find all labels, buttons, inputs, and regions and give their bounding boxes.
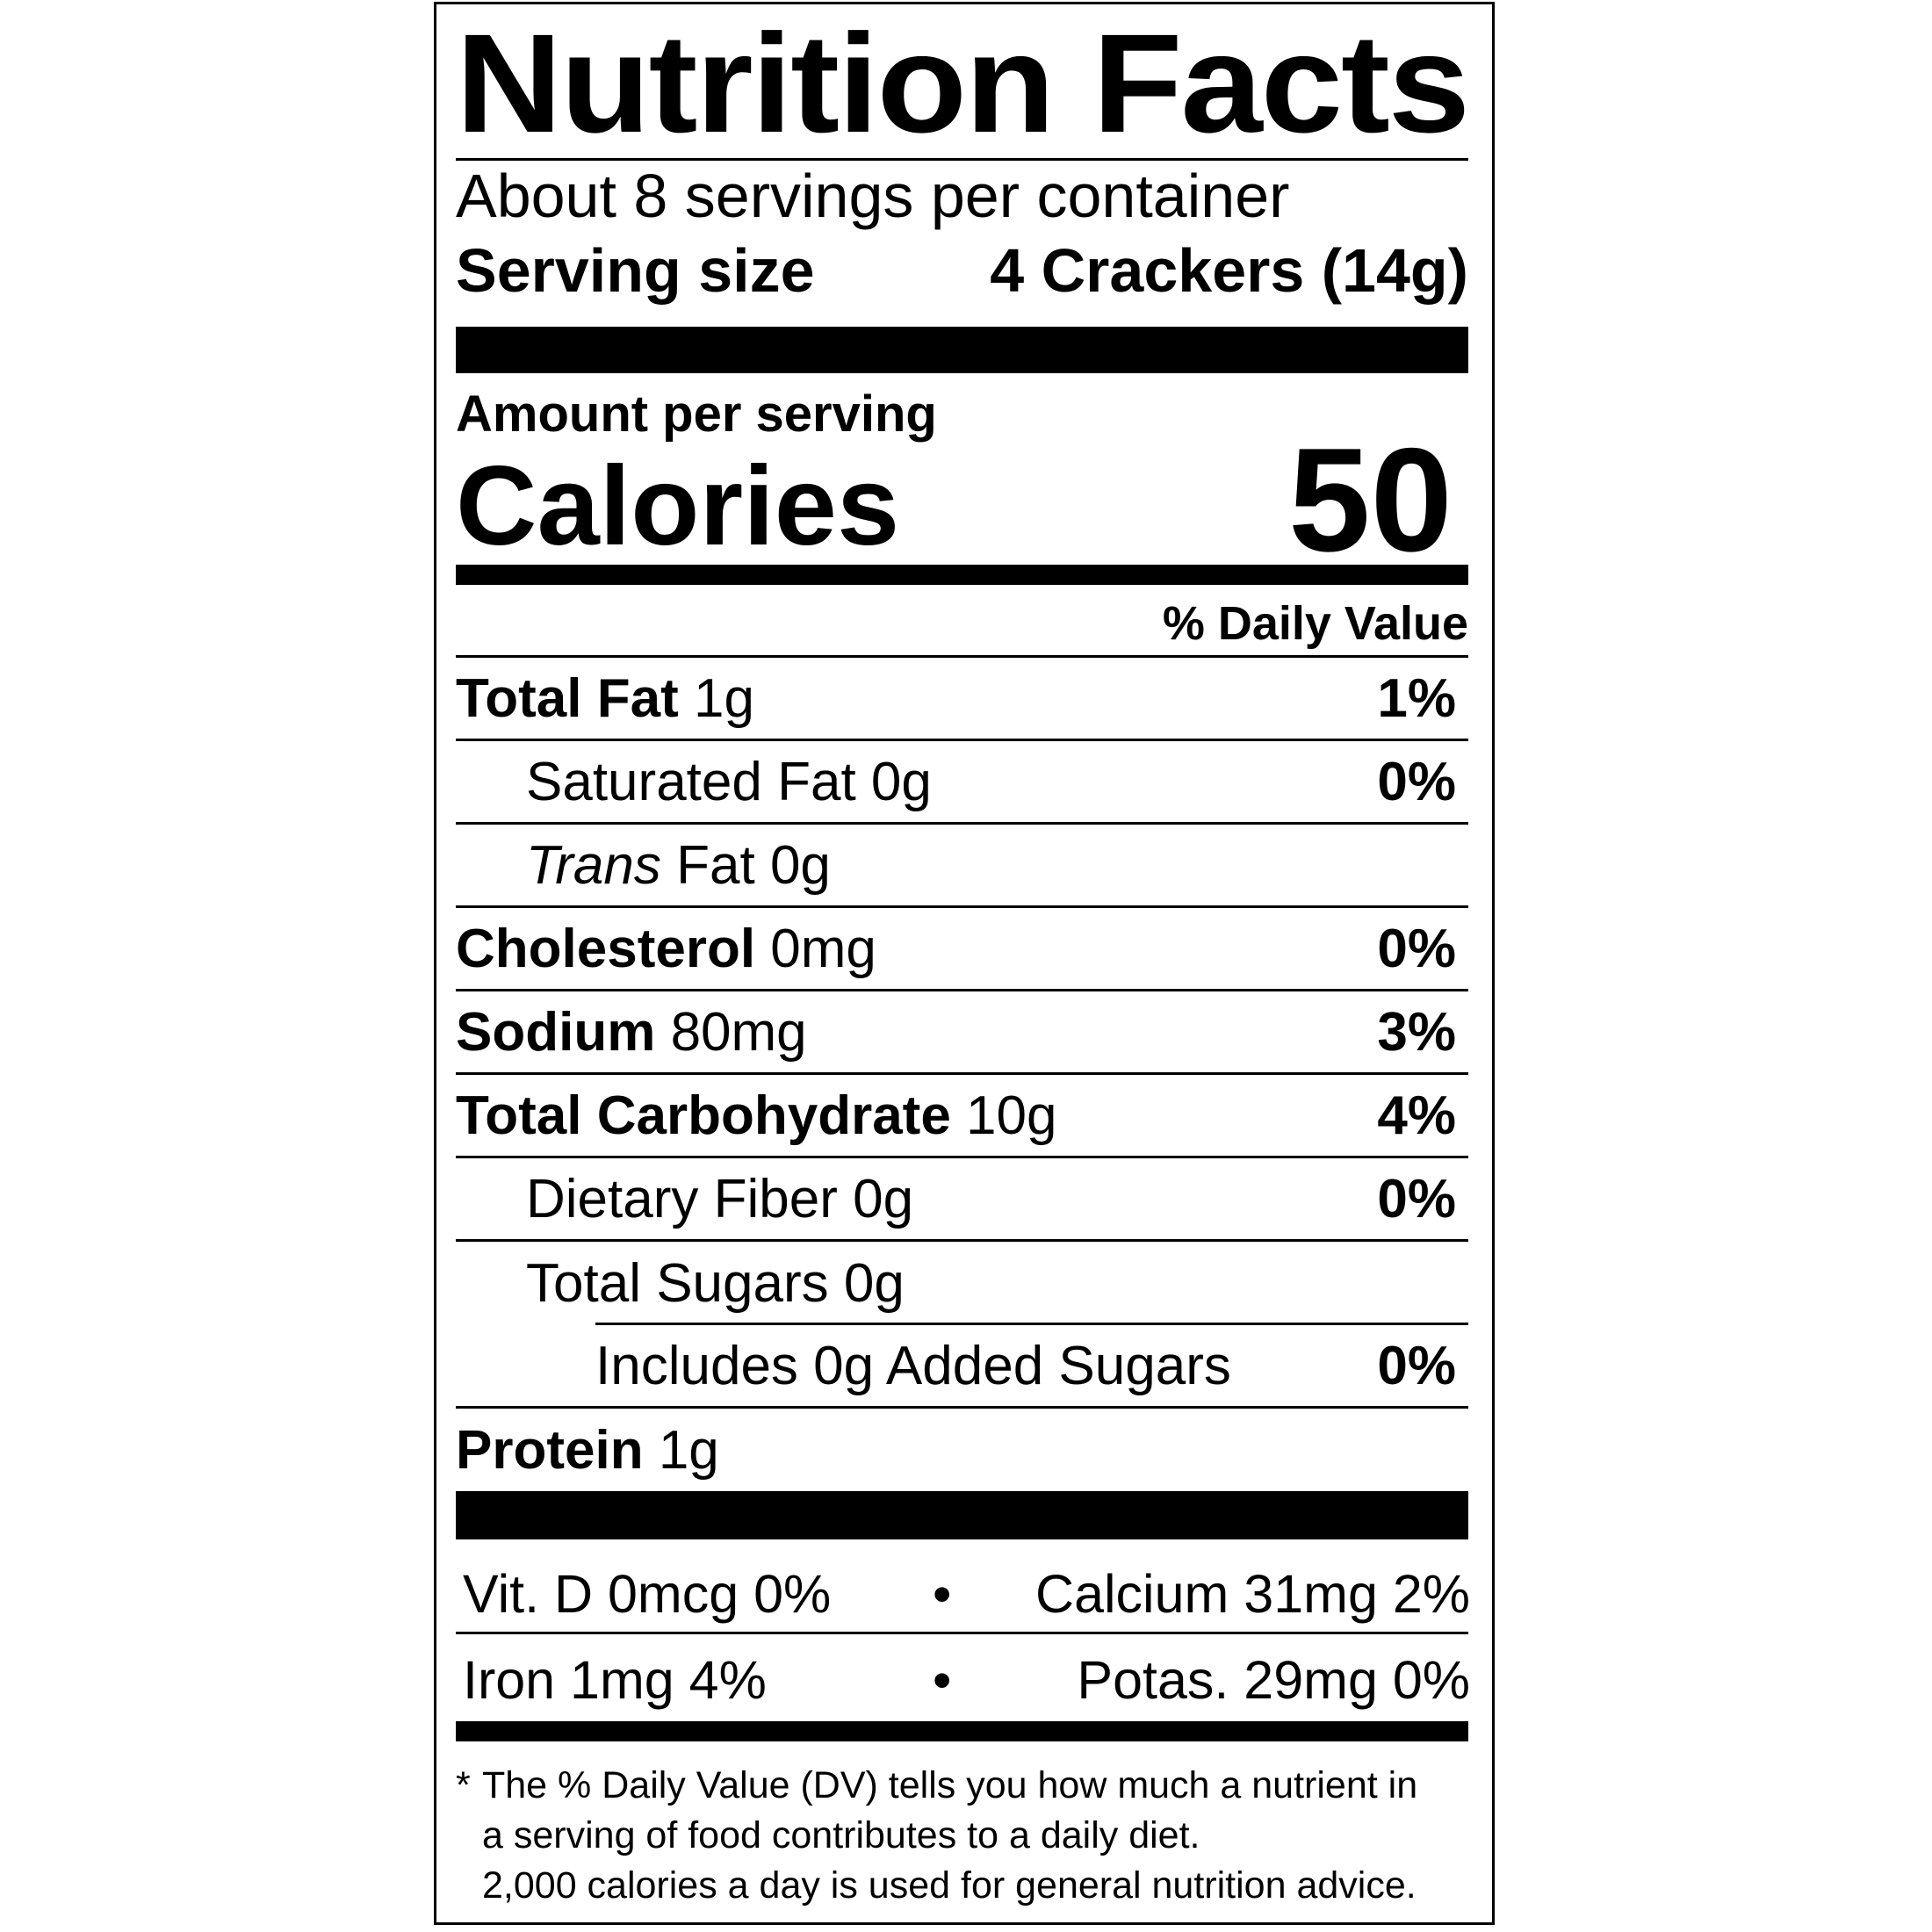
nutrient-name: Dietary Fiber [526, 1168, 838, 1229]
servings-per-container: About 8 servings per container [456, 162, 1290, 230]
nutrient-row-protein: Protein 1g [456, 1409, 1468, 1492]
divider-sugars [595, 1323, 1468, 1325]
nutrient-row-trans-fat: Trans Fat 0g [456, 825, 1468, 908]
nutrient-name: Cholesterol [456, 918, 756, 979]
nutrient-name: Total Sugars [526, 1253, 829, 1314]
serving-size-value: 4 Crackers (14g) [990, 236, 1468, 305]
calcium: Calcium 31mg 2% [1035, 1563, 1470, 1624]
serving-size-row: Serving size 4 Crackers (14g) [456, 240, 1468, 301]
serving-size-label: Serving size [456, 236, 815, 305]
nutrient-row-total-sugars: Total Sugars 0g [456, 1242, 1468, 1325]
nutrient-row-total-fat: Total Fat 1g 1% [456, 658, 1468, 741]
footnote: * The % Daily Value (DV) tells you how m… [456, 1761, 1474, 1911]
footnote-star: * [456, 1764, 471, 1806]
nutrient-amount: 80mg [670, 1001, 807, 1063]
nutrient-name: Saturated Fat [526, 751, 856, 812]
nutrient-name-italic: Trans [526, 834, 661, 896]
nutrient-row-saturated-fat: Saturated Fat 0g 0% [456, 741, 1468, 825]
nutrient-name: Protein [456, 1420, 644, 1481]
nutrient-name: Includes 0g Added Sugars [595, 1335, 1231, 1396]
nutrient-amount: 1g [693, 667, 754, 729]
divider-thick [456, 1491, 1468, 1539]
vitamin-row: Vit. D 0mcg 0% • Calcium 31mg 2% [463, 1552, 1470, 1635]
nutrient-dv: 0% [1377, 918, 1456, 979]
nutrient-name: Fat [676, 834, 755, 896]
iron: Iron 1mg 4% [463, 1649, 767, 1710]
nutrient-amount: 0g [769, 834, 831, 896]
nutrient-amount: 0g [870, 751, 932, 812]
calories-value: 50 [1288, 417, 1453, 582]
nutrient-dv: 0% [1377, 751, 1456, 812]
vitamin-d: Vit. D 0mcg 0% [463, 1563, 832, 1624]
nutrient-dv: 0% [1377, 1168, 1456, 1229]
nutrient-name: Total Carbohydrate [456, 1085, 951, 1146]
nutrient-amount: 10g [966, 1085, 1057, 1146]
nutrient-amount: 1g [658, 1420, 719, 1481]
nutrient-name: Total Fat [456, 667, 679, 729]
divider-thin [456, 1632, 1468, 1634]
bullet: • [933, 1649, 952, 1710]
amount-per-serving: Amount per serving [456, 386, 937, 443]
nutrient-rows: Total Fat 1g 1% Saturated Fat 0g 0% Trans … [456, 658, 1468, 1492]
calories-row: Calories 50 [456, 426, 1468, 573]
nutrition-facts-label: Nutrition Facts About 8 servings per con… [434, 2, 1495, 1925]
nutrient-dv: 0% [1377, 1335, 1456, 1396]
nutrient-amount: 0mg [770, 918, 876, 979]
potassium: Potas. 29mg 0% [1077, 1649, 1470, 1710]
divider-thick [456, 327, 1468, 373]
daily-value-header: % Daily Value [1162, 597, 1468, 650]
nutrient-dv: 3% [1377, 1001, 1456, 1063]
nutrient-row-cholesterol: Cholesterol 0mg 0% [456, 908, 1468, 991]
footnote-line: The % Daily Value (DV) tells you how muc… [482, 1764, 1418, 1806]
divider-medium [456, 1721, 1468, 1741]
nutrient-amount: 0g [843, 1253, 905, 1314]
vitamin-row: Iron 1mg 4% • Potas. 29mg 0% [463, 1638, 1470, 1721]
divider-thin [456, 655, 1468, 658]
nutrient-row-sodium: Sodium 80mg 3% [456, 991, 1468, 1075]
calories-label: Calories [456, 443, 900, 569]
label-title: Nutrition Facts [456, 4, 1470, 162]
divider-thin [456, 158, 1468, 161]
divider-medium [456, 565, 1468, 585]
nutrient-name: Sodium [456, 1001, 656, 1063]
nutrient-row-total-carbohydrate: Total Carbohydrate 10g 4% [456, 1075, 1468, 1158]
nutrient-dv: 4% [1377, 1085, 1456, 1146]
nutrient-amount: 0g [853, 1168, 914, 1229]
nutrient-dv: 1% [1377, 667, 1456, 729]
footnote-line: 2,000 calories a day is used for general… [482, 1864, 1417, 1907]
nutrient-row-added-sugars: Includes 0g Added Sugars 0% [456, 1325, 1468, 1409]
bullet: • [933, 1563, 952, 1624]
nutrient-row-dietary-fiber: Dietary Fiber 0g 0% [456, 1158, 1468, 1242]
footnote-line: a serving of food contributes to a daily… [482, 1814, 1200, 1856]
